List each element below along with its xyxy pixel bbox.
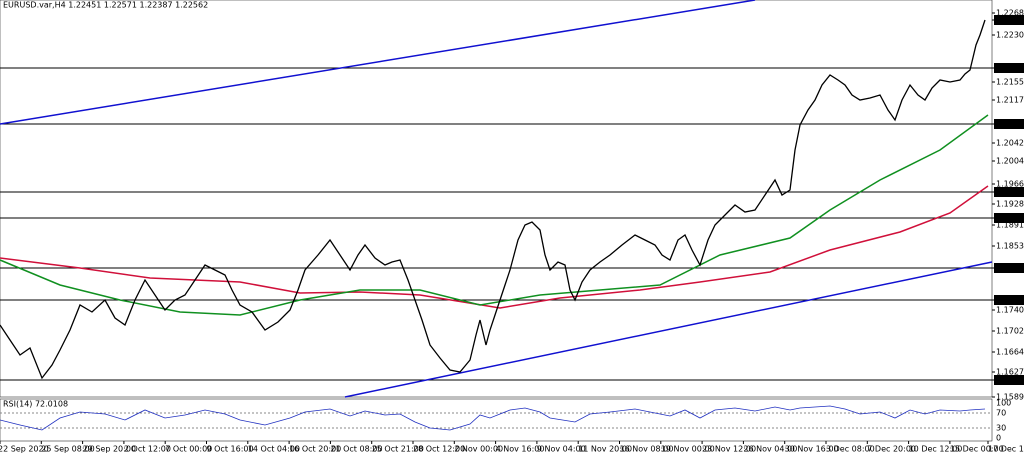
price-label: 1.22680 <box>996 9 1024 18</box>
rsi-level-label: 70 <box>996 409 1006 418</box>
price-box <box>994 187 1024 197</box>
price-box <box>994 295 1024 305</box>
price-label: 1.16640 <box>996 348 1024 357</box>
date-label: 10 Dec 12:00 <box>909 445 963 454</box>
date-label: 7 Dec 20:00 <box>867 445 916 454</box>
date-label: 15 Dec 00:00 <box>950 445 1004 454</box>
price-label: 1.16270 <box>996 368 1024 377</box>
price-label: 1.22300 <box>996 31 1024 40</box>
price-label: 1.20420 <box>996 139 1024 148</box>
price-label: 1.21695 <box>996 64 1024 73</box>
price-label: 1.20040 <box>996 157 1024 166</box>
price-label: 1.20713 <box>996 120 1024 129</box>
price-box <box>994 375 1024 385</box>
price-box <box>994 213 1024 223</box>
price-box <box>994 63 1024 73</box>
date-label: 17 Dec 16:00 <box>988 445 1024 454</box>
price-label: 1.18530 <box>996 242 1024 251</box>
date-label: 3 Dec 08:00 <box>826 445 875 454</box>
trend-line <box>0 0 756 125</box>
moving-average-green <box>0 114 989 316</box>
price-box <box>994 15 1024 25</box>
date-label: 7 Oct 00:00 <box>165 445 212 454</box>
symbol-header: EURUSD.var,H4 1.22451 1.22571 1.22387 1.… <box>3 1 208 10</box>
date-label: 28 Oct 12:00 <box>413 445 465 454</box>
price-label: 1.22562 <box>996 16 1024 25</box>
date-label: 14 Oct 04:00 <box>248 445 300 454</box>
date-label: 2 Nov 00:00 <box>454 445 503 454</box>
trend-line <box>344 261 993 398</box>
main-panel <box>0 0 993 398</box>
price-label: 1.19660 <box>996 180 1024 189</box>
price-label: 1.19023 <box>996 214 1024 223</box>
date-label: 25 Oct 21:00 <box>372 445 424 454</box>
date-label: 4 Nov 16:00 <box>496 445 545 454</box>
price-label: 1.17400 <box>996 306 1024 315</box>
date-label: 9 Oct 16:00 <box>207 445 254 454</box>
date-label: 21 Oct 08:00 <box>330 445 382 454</box>
rsi-line <box>0 405 986 431</box>
price-label: 1.18910 <box>996 221 1024 230</box>
price-label: 1.16152 <box>996 376 1024 385</box>
levels <box>0 67 992 381</box>
price-label: 1.19280 <box>996 200 1024 209</box>
price-label: 1.21550 <box>996 78 1024 87</box>
price-label: 1.15890 <box>996 393 1024 402</box>
price-trace <box>0 19 986 380</box>
date-label: 16 Oct 20:00 <box>289 445 341 454</box>
date-label: 23 Nov 12:00 <box>702 445 756 454</box>
date-label: 22 Sep 2020 <box>0 445 49 454</box>
rsi-panel <box>0 398 993 442</box>
rsi-label: RSI(14) 72.0108 <box>3 400 68 409</box>
date-label: 25 Sep 08:00 <box>41 445 94 454</box>
date-label: 11 Nov 20:00 <box>578 445 632 454</box>
price-box <box>994 119 1024 129</box>
date-label: 16 Nov 08:00 <box>620 445 674 454</box>
price-label: 1.21170 <box>996 96 1024 105</box>
price-label: 1.18155 <box>996 264 1024 273</box>
date-label: 29 Sep 20:00 <box>83 445 136 454</box>
date-label: 19 Nov 00:00 <box>661 445 715 454</box>
price-label: 1.17020 <box>996 327 1024 336</box>
date-label: 9 Nov 04:00 <box>537 445 586 454</box>
rsi-level-label: 0 <box>996 434 1001 443</box>
price-label: 1.17573 <box>996 296 1024 305</box>
date-label: 26 Nov 04:00 <box>743 445 797 454</box>
rsi-level-label: 100 <box>996 399 1011 408</box>
date-label: 2 Oct 12:00 <box>124 445 171 454</box>
price-box <box>994 263 1024 273</box>
rsi-level-label: 30 <box>996 424 1006 433</box>
date-label: 30 Nov 16:00 <box>785 445 839 454</box>
